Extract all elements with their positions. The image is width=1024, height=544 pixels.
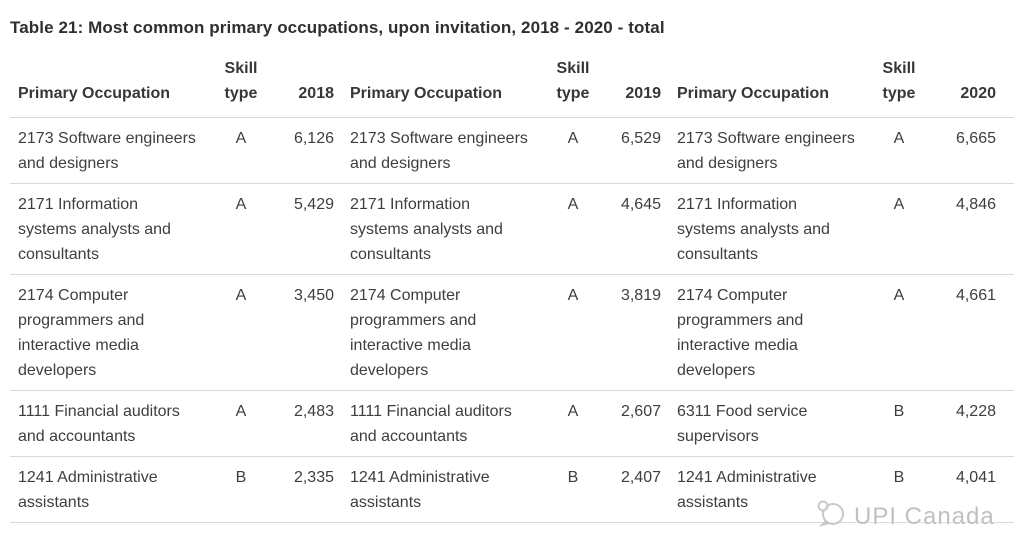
value-cell: 2,335	[267, 456, 342, 523]
page-title: Table 21: Most common primary occupation…	[10, 18, 665, 37]
skill-cell: A	[547, 183, 599, 275]
value-cell: 6,665	[924, 117, 1014, 184]
skill-cell: A	[215, 183, 267, 275]
value-cell: 4,661	[924, 274, 1014, 391]
skill-cell: A	[874, 274, 924, 391]
value-cell: 4,041	[924, 456, 1014, 523]
table-row: 1111 Financial auditors and accountants …	[10, 390, 1014, 457]
occupation-cell: 1241 Administrative assistants	[10, 456, 215, 523]
page: Table 21: Most common primary occupation…	[0, 18, 1024, 544]
skill-cell: A	[215, 390, 267, 457]
occupation-cell: 2171 Information systems analysts and co…	[342, 183, 547, 275]
skill-cell: B	[874, 456, 924, 523]
occupation-cell: 2173 Software engineers and designers	[342, 117, 547, 184]
occupation-cell: 2174 Computer programmers and interactiv…	[10, 274, 215, 391]
value-cell: 4,228	[924, 390, 1014, 457]
occupations-table: Primary Occupation Skill type 2018 Prima…	[10, 44, 1014, 523]
skill-cell: A	[547, 390, 599, 457]
value-cell: 6,529	[599, 117, 669, 184]
table-row: 2174 Computer programmers and interactiv…	[10, 274, 1014, 391]
value-cell: 2,483	[267, 390, 342, 457]
skill-cell: A	[215, 117, 267, 184]
value-cell: 2,407	[599, 456, 669, 523]
header-skill-2019: Skill type	[547, 44, 599, 118]
header-occupation-2020: Primary Occupation	[669, 44, 874, 118]
value-cell: 5,429	[267, 183, 342, 275]
value-cell: 6,126	[267, 117, 342, 184]
skill-cell: A	[547, 117, 599, 184]
header-occupation-2018: Primary Occupation	[10, 44, 215, 118]
value-cell: 4,645	[599, 183, 669, 275]
occupation-cell: 1241 Administrative assistants	[669, 456, 874, 523]
occupation-cell: 2174 Computer programmers and interactiv…	[342, 274, 547, 391]
header-occupation-2019: Primary Occupation	[342, 44, 547, 118]
occupation-cell: 2171 Information systems analysts and co…	[10, 183, 215, 275]
header-year-2019: 2019	[599, 44, 669, 118]
occupation-cell: 1241 Administrative assistants	[342, 456, 547, 523]
skill-cell: A	[874, 117, 924, 184]
value-cell: 3,819	[599, 274, 669, 391]
occupation-cell: 2173 Software engineers and designers	[10, 117, 215, 184]
occupation-cell: 2174 Computer programmers and interactiv…	[669, 274, 874, 391]
value-cell: 4,846	[924, 183, 1014, 275]
header-skill-2020: Skill type	[874, 44, 924, 118]
header-row: Primary Occupation Skill type 2018 Prima…	[10, 44, 1014, 118]
occupation-cell: 2171 Information systems analysts and co…	[669, 183, 874, 275]
skill-cell: A	[874, 183, 924, 275]
header-year-2020: 2020	[924, 44, 1014, 118]
value-cell: 2,607	[599, 390, 669, 457]
skill-cell: A	[215, 274, 267, 391]
header-year-2018: 2018	[267, 44, 342, 118]
value-cell: 3,450	[267, 274, 342, 391]
skill-cell: B	[547, 456, 599, 523]
skill-cell: B	[215, 456, 267, 523]
occupation-cell: 1111 Financial auditors and accountants	[10, 390, 215, 457]
header-skill-2018: Skill type	[215, 44, 267, 118]
table-row: 2173 Software engineers and designers A …	[10, 117, 1014, 184]
occupation-cell: 2173 Software engineers and designers	[669, 117, 874, 184]
table-row: 1241 Administrative assistants B 2,335 1…	[10, 456, 1014, 523]
skill-cell: A	[547, 274, 599, 391]
skill-cell: B	[874, 390, 924, 457]
table-row: 2171 Information systems analysts and co…	[10, 183, 1014, 275]
occupation-cell: 6311 Food service supervisors	[669, 390, 874, 457]
occupation-cell: 1111 Financial auditors and accountants	[342, 390, 547, 457]
